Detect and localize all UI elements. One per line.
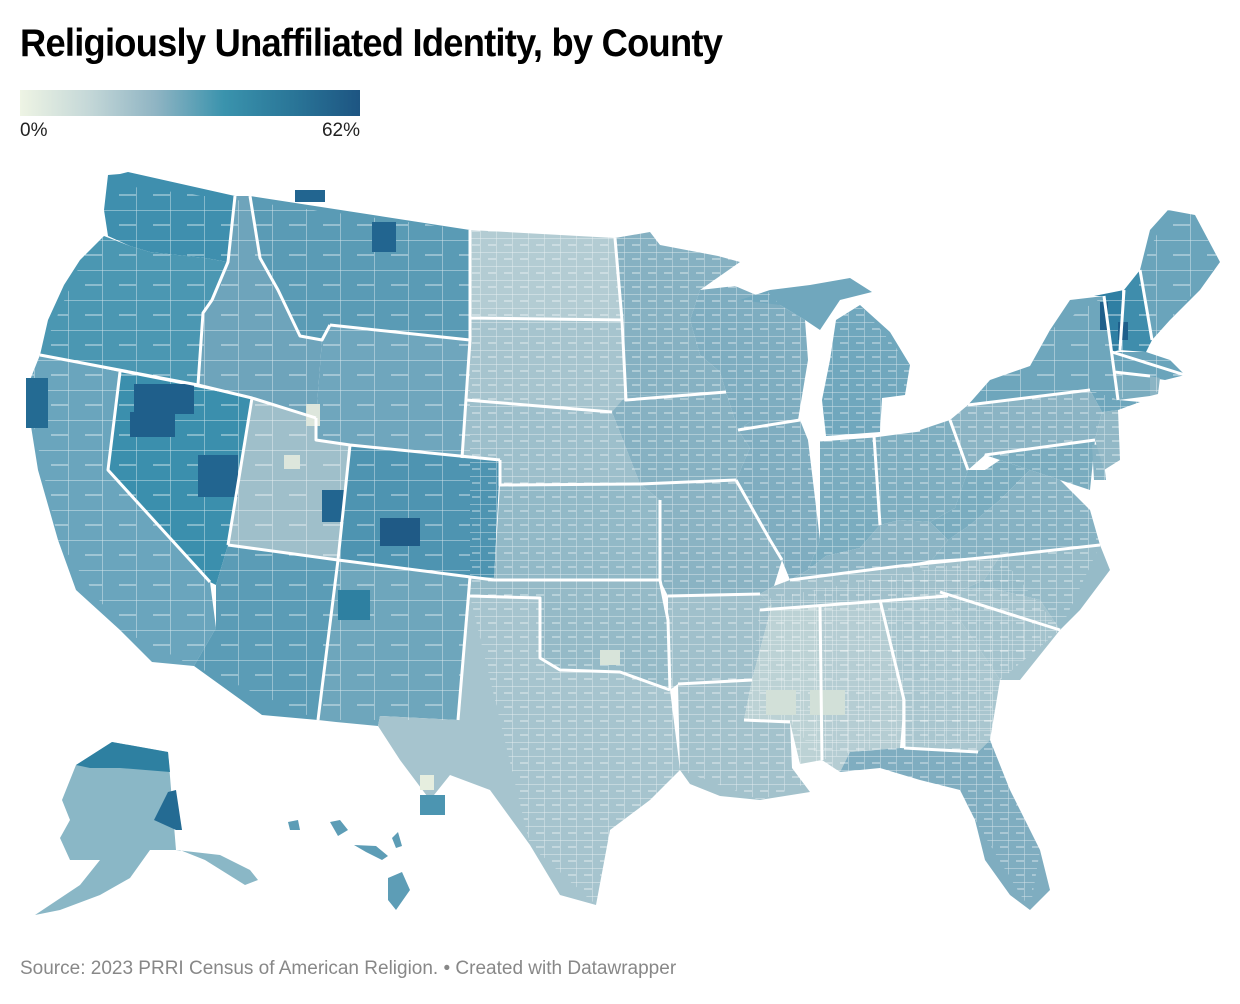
- source-footer: Source: 2023 PRRI Census of American Rel…: [20, 958, 677, 979]
- legend-min-label: 0%: [20, 120, 48, 141]
- state-HI[interactable]: [288, 820, 410, 910]
- state-AK-east[interactable]: [154, 790, 182, 830]
- us-county-choropleth-map: [26, 172, 1220, 915]
- chart-title: Religiously Unaffiliated Identity, by Co…: [20, 22, 723, 65]
- county-boundaries: [26, 175, 1220, 910]
- state-MI-UP[interactable]: [740, 278, 872, 330]
- legend-gradient-bar: [20, 90, 360, 116]
- state-borders: [39, 195, 1186, 761]
- legend-max-label: 62%: [321, 120, 360, 141]
- state-AK[interactable]: [35, 742, 258, 915]
- legend-labels: 0% 62%: [20, 120, 360, 144]
- state-AK-north[interactable]: [76, 742, 170, 772]
- high-value-counties: [26, 190, 1128, 815]
- color-legend: 0% 62%: [20, 90, 360, 144]
